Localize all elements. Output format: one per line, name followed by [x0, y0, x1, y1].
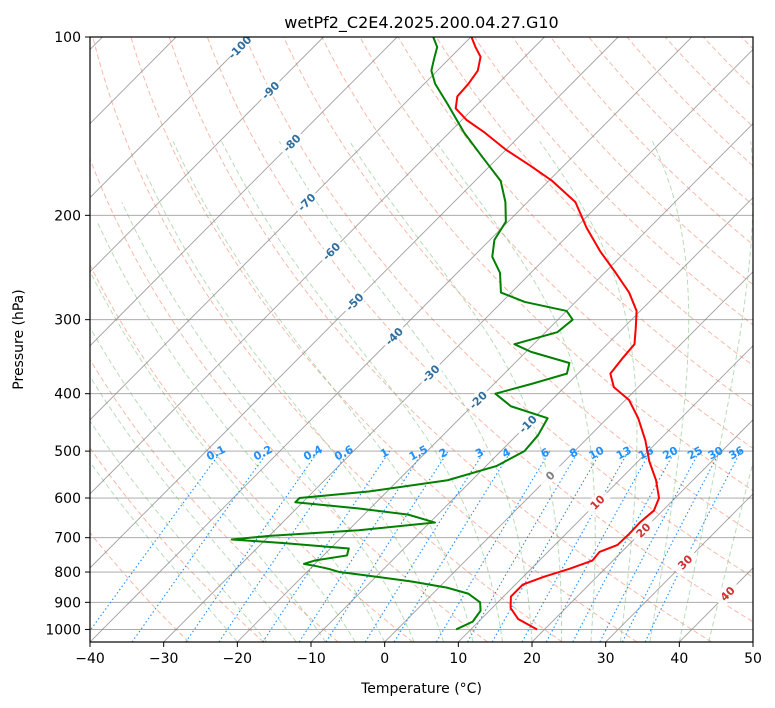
- plot-area: 0.1 0.2 0.4 0.6 1 1.5 2 3 4 6 8 10 13 16 20 25 30 36-100-…: [90, 37, 753, 642]
- x-tick-label: 10: [449, 651, 467, 667]
- mixing-ratio-line: [218, 450, 350, 642]
- isotherm-line: [310, 197, 753, 642]
- mixing-ratio-line: [621, 450, 721, 642]
- isotherm-line: [90, 37, 324, 273]
- y-tick-label: 500: [54, 444, 81, 460]
- mixing-ratio-line: [325, 450, 449, 642]
- mixing-ratio-line: [644, 450, 742, 642]
- dewpoint-profile-line: [230, 37, 574, 631]
- dry-adiabat-line: [90, 157, 488, 642]
- isotherm-label-background: [513, 409, 542, 438]
- pressure-gridlines: [90, 37, 753, 630]
- y-tick-label: 800: [54, 565, 81, 581]
- isotherm-label-background: [340, 287, 369, 316]
- temperature-profile-line: [454, 37, 661, 631]
- x-axis-ticks: −40 −30 −20 −10 0 10 20 30 40 50: [75, 642, 762, 667]
- dry-adiabat-line: [359, 37, 753, 449]
- isotherm-line: [237, 122, 753, 642]
- dry-adiabat-line: [512, 37, 753, 286]
- dry-adiabat-line: [130, 37, 638, 642]
- y-tick-label: 600: [54, 491, 81, 507]
- dry-adiabat-line: [321, 37, 753, 492]
- mixing-ratio-label: 20: [661, 444, 681, 463]
- dry-adiabat-line: [92, 37, 563, 642]
- x-tick-label: −40: [75, 651, 105, 667]
- dry-adiabat-line: [90, 358, 339, 642]
- mixing-ratio-label: 10: [587, 444, 607, 463]
- dry-adiabats: [90, 37, 753, 642]
- mixing-ratio-line: [185, 450, 319, 642]
- isotherm-line: [90, 37, 472, 421]
- isotherm-label-background: [713, 579, 741, 608]
- y-tick-label: 1000: [45, 622, 81, 638]
- x-axis-label: Temperature (°C): [360, 681, 482, 697]
- isotherm-label-background: [463, 385, 492, 414]
- moist-adiabat-line: [121, 201, 415, 642]
- moist-adiabat-line: [90, 420, 268, 642]
- y-axis-ticks: 100 200 300 400 500 600 700 800 900 1000: [45, 30, 90, 638]
- mixing-ratio-line: [90, 450, 222, 632]
- moist-adiabat-line: [90, 326, 327, 642]
- y-tick-label: 400: [54, 387, 81, 403]
- mixing-ratio-line: [262, 450, 391, 642]
- moist-adiabat-line: [145, 173, 445, 642]
- dry-adiabat-line: [90, 447, 264, 642]
- mixing-ratio-label: 25: [685, 444, 705, 463]
- x-tick-label: 0: [380, 651, 389, 667]
- isotherm-line: [458, 345, 753, 642]
- y-tick-label: 200: [54, 208, 81, 224]
- isotherm-line: [531, 419, 753, 642]
- isotherm-label-background: [317, 237, 345, 265]
- dry-adiabat-line: [168, 37, 712, 642]
- mixing-ratio-label: 13: [614, 444, 634, 463]
- mixing-ratio-label: 16: [636, 444, 656, 463]
- isotherm-label-background: [379, 322, 408, 350]
- dry-adiabat-line: [435, 37, 753, 367]
- x-tick-label: 30: [597, 651, 615, 667]
- chart-title: wetPf2_C2E4.2025.200.04.27.G10: [284, 13, 558, 33]
- isotherm-line: [384, 271, 753, 642]
- isotherm-label-background: [670, 548, 699, 576]
- mixing-ratio-label: 30: [706, 444, 726, 463]
- mixing-ratio-line: [298, 450, 424, 642]
- isotherm-line: [605, 493, 753, 642]
- mixing-ratio-line: [393, 450, 512, 642]
- mixing-ratio-line: [545, 450, 652, 642]
- x-tick-label: 50: [744, 651, 762, 667]
- isotherm-line: [90, 37, 619, 569]
- mixing-ratio-line: [572, 450, 676, 642]
- isotherm-line: [90, 37, 545, 495]
- isotherm-label-background: [225, 37, 254, 61]
- isotherm-label-background: [629, 516, 657, 544]
- mixing-ratio-line: [131, 450, 269, 642]
- isotherm-label-background: [416, 359, 445, 388]
- dry-adiabat-line: [90, 263, 414, 642]
- plot-frame: [89, 36, 754, 643]
- y-tick-label: 700: [54, 531, 81, 547]
- moist-adiabat-line: [90, 270, 356, 642]
- x-tick-label: 40: [670, 651, 688, 667]
- dry-adiabat-line: [90, 531, 190, 642]
- x-tick-label: 20: [523, 651, 541, 667]
- mixing-ratio-lines: [90, 450, 742, 642]
- moist-adiabat-line: [90, 461, 238, 642]
- y-tick-label: 900: [54, 595, 81, 611]
- y-tick-label: 100: [54, 30, 81, 46]
- isotherm-line: [90, 37, 251, 199]
- y-axis-label: Pressure (hPa): [11, 289, 27, 389]
- x-tick-label: −10: [296, 651, 326, 667]
- mixing-ratio-label: 36: [727, 444, 747, 463]
- profile-series: [230, 37, 661, 631]
- moist-adiabat-line: [96, 221, 386, 642]
- isotherm-label-background: [292, 187, 320, 216]
- y-tick-label: 300: [54, 313, 81, 329]
- isotherm-label-background: [536, 461, 564, 490]
- x-tick-label: −30: [149, 651, 179, 667]
- isotherm-label-background: [583, 488, 611, 516]
- isotherm-label-background: [277, 128, 306, 157]
- moist-adiabat-line: [90, 375, 297, 642]
- isotherm-label-background: [256, 76, 284, 104]
- x-tick-label: −20: [223, 651, 253, 667]
